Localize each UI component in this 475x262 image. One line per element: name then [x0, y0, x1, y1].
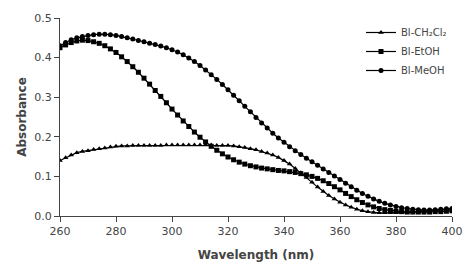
svg-text:0.0: 0.0 [34, 210, 52, 223]
svg-text:320: 320 [218, 225, 239, 238]
svg-text:Absorbance: Absorbance [15, 77, 29, 157]
svg-text:0.2: 0.2 [34, 131, 52, 144]
svg-text:0.5: 0.5 [34, 12, 52, 25]
svg-text:340: 340 [274, 225, 295, 238]
svg-text:300: 300 [162, 225, 183, 238]
svg-text:260: 260 [50, 225, 71, 238]
svg-text:0.1: 0.1 [34, 170, 52, 183]
svg-text:280: 280 [106, 225, 127, 238]
svg-text:400: 400 [442, 225, 463, 238]
svg-text:Bl-MeOH: Bl-MeOH [401, 65, 444, 76]
svg-text:Bl-CH₂Cl₂: Bl-CH₂Cl₂ [401, 27, 447, 38]
svg-text:Wavelength (nm): Wavelength (nm) [198, 248, 315, 262]
svg-text:360: 360 [330, 225, 351, 238]
svg-text:380: 380 [386, 225, 407, 238]
svg-text:0.4: 0.4 [34, 51, 52, 64]
svg-text:Bl-EtOH: Bl-EtOH [401, 46, 440, 57]
svg-text:0.3: 0.3 [34, 91, 52, 104]
